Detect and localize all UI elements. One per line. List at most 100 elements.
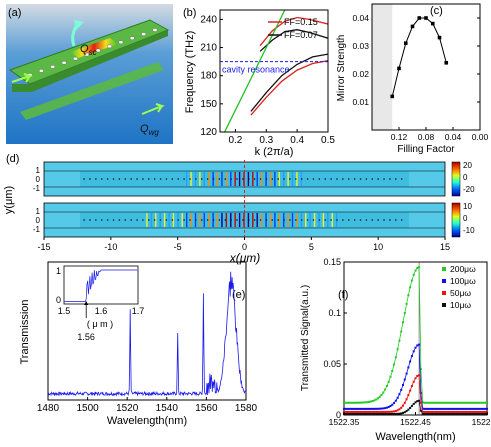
hole [106, 219, 109, 221]
hole [112, 178, 115, 180]
waveguide-hole [61, 60, 67, 65]
field-stripe [322, 213, 325, 227]
hole [189, 219, 191, 221]
hole [147, 178, 150, 180]
hole [236, 219, 238, 221]
hole [383, 219, 385, 221]
hole [136, 178, 138, 180]
y-tick-label: -1 [33, 225, 41, 234]
shaded-region [372, 4, 393, 130]
field-stripe [274, 213, 276, 227]
panel-label-c: (c) [430, 5, 443, 17]
waveguide-hole [141, 32, 147, 36]
hole [83, 219, 85, 221]
hole [218, 178, 221, 180]
signal-line [344, 343, 487, 410]
legend-label: FF=0.15 [284, 17, 318, 27]
field-stripe [185, 172, 188, 186]
y-tick-label: 210 [200, 43, 217, 54]
ylabel-d: y(μm) [3, 186, 15, 214]
hole [330, 178, 332, 180]
hole [371, 219, 374, 221]
hole [177, 178, 180, 180]
x-tick-label: 0.00 [472, 132, 489, 142]
data-point [444, 61, 449, 65]
hole [242, 219, 244, 221]
inset-x-tick-label: 1.5 [58, 306, 71, 316]
panel-label-b: (b) [183, 7, 196, 19]
hole [177, 219, 180, 221]
hole [324, 178, 327, 180]
panel-label-d: (d) [6, 153, 19, 165]
x-tick-label: 1522.35 [329, 417, 360, 427]
hole [136, 219, 138, 221]
panel-f: (f) 200μω 100μω 50μω 10μω 1522.35 1522.45 1522… [300, 257, 491, 443]
hole [253, 178, 256, 180]
x-tick-label: 1500 [76, 403, 99, 414]
inset-frame [63, 265, 139, 305]
hole [165, 178, 168, 180]
hole [318, 219, 321, 221]
field-stripe [225, 172, 228, 186]
colorbar-label: 0 [463, 214, 468, 223]
field-stripe [238, 213, 241, 227]
panel-label-e: (e) [232, 289, 245, 301]
y-tick-label: 0.04 [352, 13, 369, 23]
q-wg-label: Qwg [140, 123, 159, 137]
hole [271, 219, 274, 221]
xlabel-d: x(μm) [229, 251, 261, 265]
hole [153, 219, 156, 221]
band-line [250, 53, 328, 112]
inset-y-tick-label: 1 [56, 266, 61, 276]
plot-frame [47, 261, 247, 401]
hole [312, 178, 315, 180]
field-stripe [274, 172, 276, 186]
field-stripe [234, 172, 236, 186]
data-point [424, 16, 428, 20]
hole [100, 219, 103, 221]
y-tick-label: 0 [36, 175, 41, 184]
hole [142, 178, 144, 180]
field-stripe [260, 213, 263, 227]
hole [395, 178, 397, 180]
hole [142, 219, 144, 221]
x-axis-title: Wavelength(nm) [375, 431, 455, 443]
hole [318, 178, 321, 180]
x-tick-label: 0.08 [418, 132, 435, 142]
hole [118, 178, 121, 180]
colorbar-label: -20 [463, 185, 475, 194]
waveguide-holes [27, 28, 158, 77]
hole [147, 219, 150, 221]
panel-e: (e) 1480 1500 1520 1540 1560 1580 Wavelength(n… [19, 261, 258, 427]
inset-y-tick-label: 0 [56, 295, 61, 305]
hole [200, 178, 203, 180]
x-tick-label: 0.04 [445, 132, 462, 142]
hole [389, 219, 391, 221]
data-point [430, 21, 435, 26]
inset-x-axis-title: ( μ m ) [87, 319, 113, 329]
hole [359, 219, 362, 221]
plot-frame [219, 9, 329, 133]
hole [306, 178, 309, 180]
field-stripe [291, 172, 294, 186]
colorbar-label: -10 [463, 226, 475, 235]
inset-x-tick-label: 1.7 [132, 306, 145, 316]
y-tick-label: 1 [36, 166, 41, 175]
x-tick-label: 10 [373, 242, 383, 252]
panel-b: (b) cavity resonance FF=0.15 FF=0.07 0.2 0.3… [183, 7, 335, 158]
colorbar [451, 161, 461, 197]
colorbar-label: 10 [463, 202, 472, 211]
legend-label: 10μω [450, 300, 471, 310]
hole [230, 219, 232, 221]
y-tick-label: 0.05 [323, 359, 341, 369]
hole [342, 219, 344, 221]
hole [247, 219, 250, 221]
hole [253, 219, 256, 221]
hole [336, 178, 338, 180]
waveguide-hole [38, 69, 44, 73]
hole [189, 178, 191, 180]
hole [295, 178, 297, 180]
field-stripe [221, 172, 223, 186]
inset-arrowhead [84, 301, 89, 305]
y-tick-label: 120 [200, 127, 217, 138]
